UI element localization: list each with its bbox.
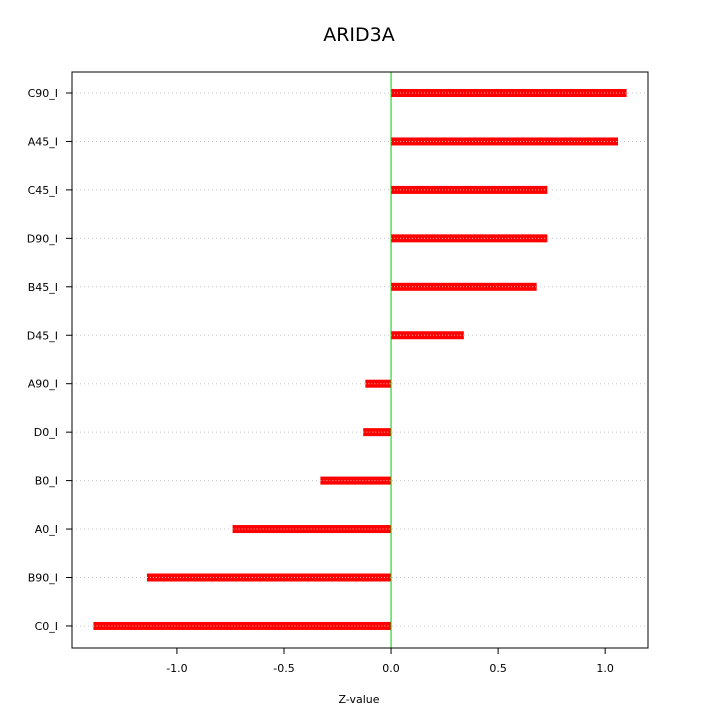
plot-frame [71, 71, 649, 649]
bar-B90_I [146, 573, 392, 582]
bar-B0_I [320, 476, 392, 485]
y-tick-label: A45_I [28, 135, 58, 148]
y-tick-label: B0_I [35, 475, 58, 488]
bar-C0_I [93, 621, 392, 630]
bars [93, 89, 627, 630]
bar-A0_I [232, 525, 392, 534]
x-axis-label: Z-value [338, 693, 379, 706]
y-tick-label: A90_I [28, 378, 58, 391]
y-tick-label: C45_I [28, 184, 58, 197]
x-tick-label: 1.0 [596, 662, 614, 675]
y-tick-label: D90_I [27, 232, 58, 245]
x-tick-label: -0.5 [273, 662, 294, 675]
y-tick-label: C0_I [35, 620, 58, 633]
y-tick-label: A0_I [35, 523, 58, 536]
chart-title: ARID3A [323, 24, 395, 46]
y-tick-label: D45_I [27, 329, 58, 342]
grid-lines [72, 92, 648, 627]
bar-A45_I [391, 137, 619, 146]
y-tick-label: D0_I [34, 426, 58, 439]
x-tick-label: 0.0 [382, 662, 400, 675]
x-axis: -1.0 -0.5 0.0 0.5 1.0 [166, 648, 614, 675]
x-tick-label: -1.0 [166, 662, 187, 675]
y-tick-label: B45_I [28, 281, 58, 294]
y-axis: C90_I A45_I C45_I D90_I B45_I D45_I A90_I D0_I B… [27, 87, 72, 633]
x-tick-label: 0.5 [489, 662, 507, 675]
y-tick-label: C90_I [28, 87, 58, 100]
y-tick-label: B90_I [28, 572, 58, 585]
bar-D0_I [363, 428, 392, 437]
